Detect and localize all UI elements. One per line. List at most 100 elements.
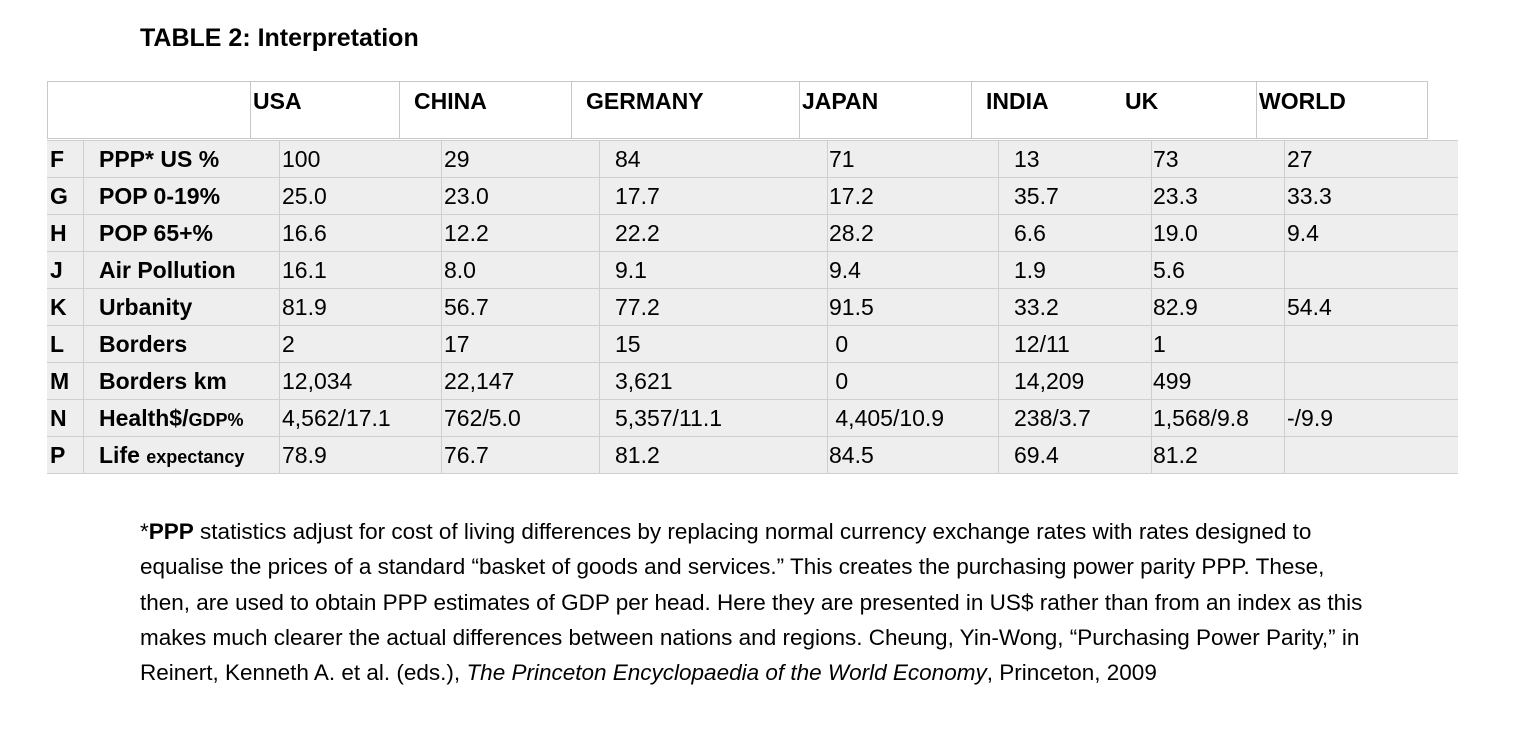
column-header-world: WORLD — [1256, 82, 1427, 138]
table-cell-india: 238/3.7 — [1014, 405, 1091, 431]
cell-divider — [1284, 141, 1285, 177]
table-cell-uk: 1,568/9.8 — [1153, 405, 1249, 431]
cell-divider — [1151, 252, 1152, 288]
cell-divider — [599, 400, 600, 436]
cell-divider — [441, 215, 442, 251]
cell-divider — [998, 215, 999, 251]
table-row: P Life expectancy 78.9 76.7 81.2 84.5 69.4 81.2 — [47, 436, 1458, 474]
row-letter: N — [50, 405, 67, 431]
cell-divider — [441, 437, 442, 473]
cell-divider — [1284, 289, 1285, 325]
row-label: Life expectancy — [99, 437, 244, 473]
table-cell-japan: 4,405/10.9 — [829, 405, 945, 431]
cell-divider — [1151, 437, 1152, 473]
table-cell-india: 1.9 — [1014, 257, 1046, 283]
cell-divider — [1284, 178, 1285, 214]
table-cell-world: 54.4 — [1287, 294, 1332, 320]
cell-divider — [827, 289, 828, 325]
cell-divider — [1151, 141, 1152, 177]
row-label-text: Borders — [99, 331, 188, 357]
table-cell-china: 762/5.0 — [444, 405, 521, 431]
table-cell-usa: 100 — [282, 146, 321, 172]
cell-divider — [83, 326, 84, 362]
table-cell-uk: 82.9 — [1153, 294, 1198, 320]
table-cell-world: 9.4 — [1287, 220, 1319, 246]
row-label: POP 65+% — [99, 215, 213, 251]
column-header-china: CHINA — [399, 82, 571, 138]
cell-divider — [827, 437, 828, 473]
table-cell-japan: 84.5 — [829, 442, 874, 468]
cell-divider — [1151, 400, 1152, 436]
table-cell-india: 14,209 — [1014, 368, 1085, 394]
cell-divider — [1284, 363, 1285, 399]
table-cell-india: 12/11 — [1014, 331, 1070, 357]
cell-divider — [83, 437, 84, 473]
table-cell-china: 56.7 — [444, 294, 489, 320]
cell-divider — [599, 363, 600, 399]
table-cell-world: 33.3 — [1287, 183, 1332, 209]
column-header-japan: JAPAN — [799, 82, 971, 138]
cell-divider — [83, 363, 84, 399]
cell-divider — [599, 215, 600, 251]
cell-divider — [279, 178, 280, 214]
cell-divider — [441, 252, 442, 288]
cell-divider — [599, 252, 600, 288]
table-cell-usa: 16.1 — [282, 257, 327, 283]
cell-divider — [1151, 363, 1152, 399]
cell-divider — [279, 215, 280, 251]
table-row: N Health$/GDP% 4,562/17.1 762/5.0 5,357/11.1… — [47, 399, 1458, 436]
cell-divider — [279, 141, 280, 177]
cell-divider — [599, 437, 600, 473]
cell-divider — [998, 326, 999, 362]
cell-divider — [599, 326, 600, 362]
footnote: *PPP statistics adjust for cost of livin… — [140, 514, 1370, 690]
cell-divider — [441, 178, 442, 214]
table-cell-uk: 1 — [1153, 331, 1166, 357]
table-cell-world: -/9.9 — [1287, 405, 1334, 431]
table-cell-germany: 15 — [615, 331, 641, 357]
row-label-text: Urbanity — [99, 294, 193, 320]
column-header-india: INDIA — [971, 82, 1124, 138]
table-cell-india: 35.7 — [1014, 183, 1059, 209]
cell-divider — [83, 252, 84, 288]
footnote-ppp: PPP — [148, 519, 194, 544]
row-letter: K — [50, 294, 67, 320]
cell-divider — [599, 141, 600, 177]
table-cell-china: 29 — [444, 146, 470, 172]
row-label: POP 0-19% — [99, 178, 220, 214]
row-label-small-text: GDP% — [188, 410, 244, 430]
cell-divider — [827, 178, 828, 214]
table-cell-china: 76.7 — [444, 442, 489, 468]
row-label-text: POP 0-19% — [99, 183, 221, 209]
table-cell-india: 13 — [1014, 146, 1040, 172]
cell-divider — [1151, 289, 1152, 325]
cell-divider — [1284, 437, 1285, 473]
row-label-text: PPP* US % — [99, 146, 220, 172]
table-row: H POP 65+% 16.6 12.2 22.2 28.2 6.6 19.0 9.4 — [47, 214, 1458, 251]
row-letter: F — [50, 146, 65, 172]
table-cell-usa: 78.9 — [282, 442, 327, 468]
cell-divider — [1284, 400, 1285, 436]
cell-divider — [998, 178, 999, 214]
cell-divider — [83, 141, 84, 177]
table-row: M Borders km 12,034 22,147 3,621 0 14,209 499 — [47, 362, 1458, 399]
table-cell-usa: 81.9 — [282, 294, 327, 320]
table-row: G POP 0-19% 25.0 23.0 17.7 17.2 35.7 23.3 33.3 — [47, 177, 1458, 214]
table-cell-germany: 22.2 — [615, 220, 660, 246]
row-letter: H — [50, 220, 67, 246]
row-label: Urbanity — [99, 289, 192, 325]
cell-divider — [1151, 215, 1152, 251]
table-cell-china: 12.2 — [444, 220, 489, 246]
table-cell-japan: 9.4 — [829, 257, 861, 283]
table-cell-uk: 73 — [1153, 146, 1179, 172]
table-cell-germany: 84 — [615, 146, 641, 172]
table-cell-uk: 23.3 — [1153, 183, 1198, 209]
table-header-row: USA CHINA GERMANY JAPAN INDIA UK WORLD — [47, 81, 1428, 139]
cell-divider — [441, 141, 442, 177]
row-label: Health$/GDP% — [99, 400, 244, 436]
table-cell-usa: 16.6 — [282, 220, 327, 246]
cell-divider — [279, 252, 280, 288]
cell-divider — [827, 215, 828, 251]
table-cell-germany: 17.7 — [615, 183, 660, 209]
row-label-text: Air Pollution — [99, 257, 236, 283]
